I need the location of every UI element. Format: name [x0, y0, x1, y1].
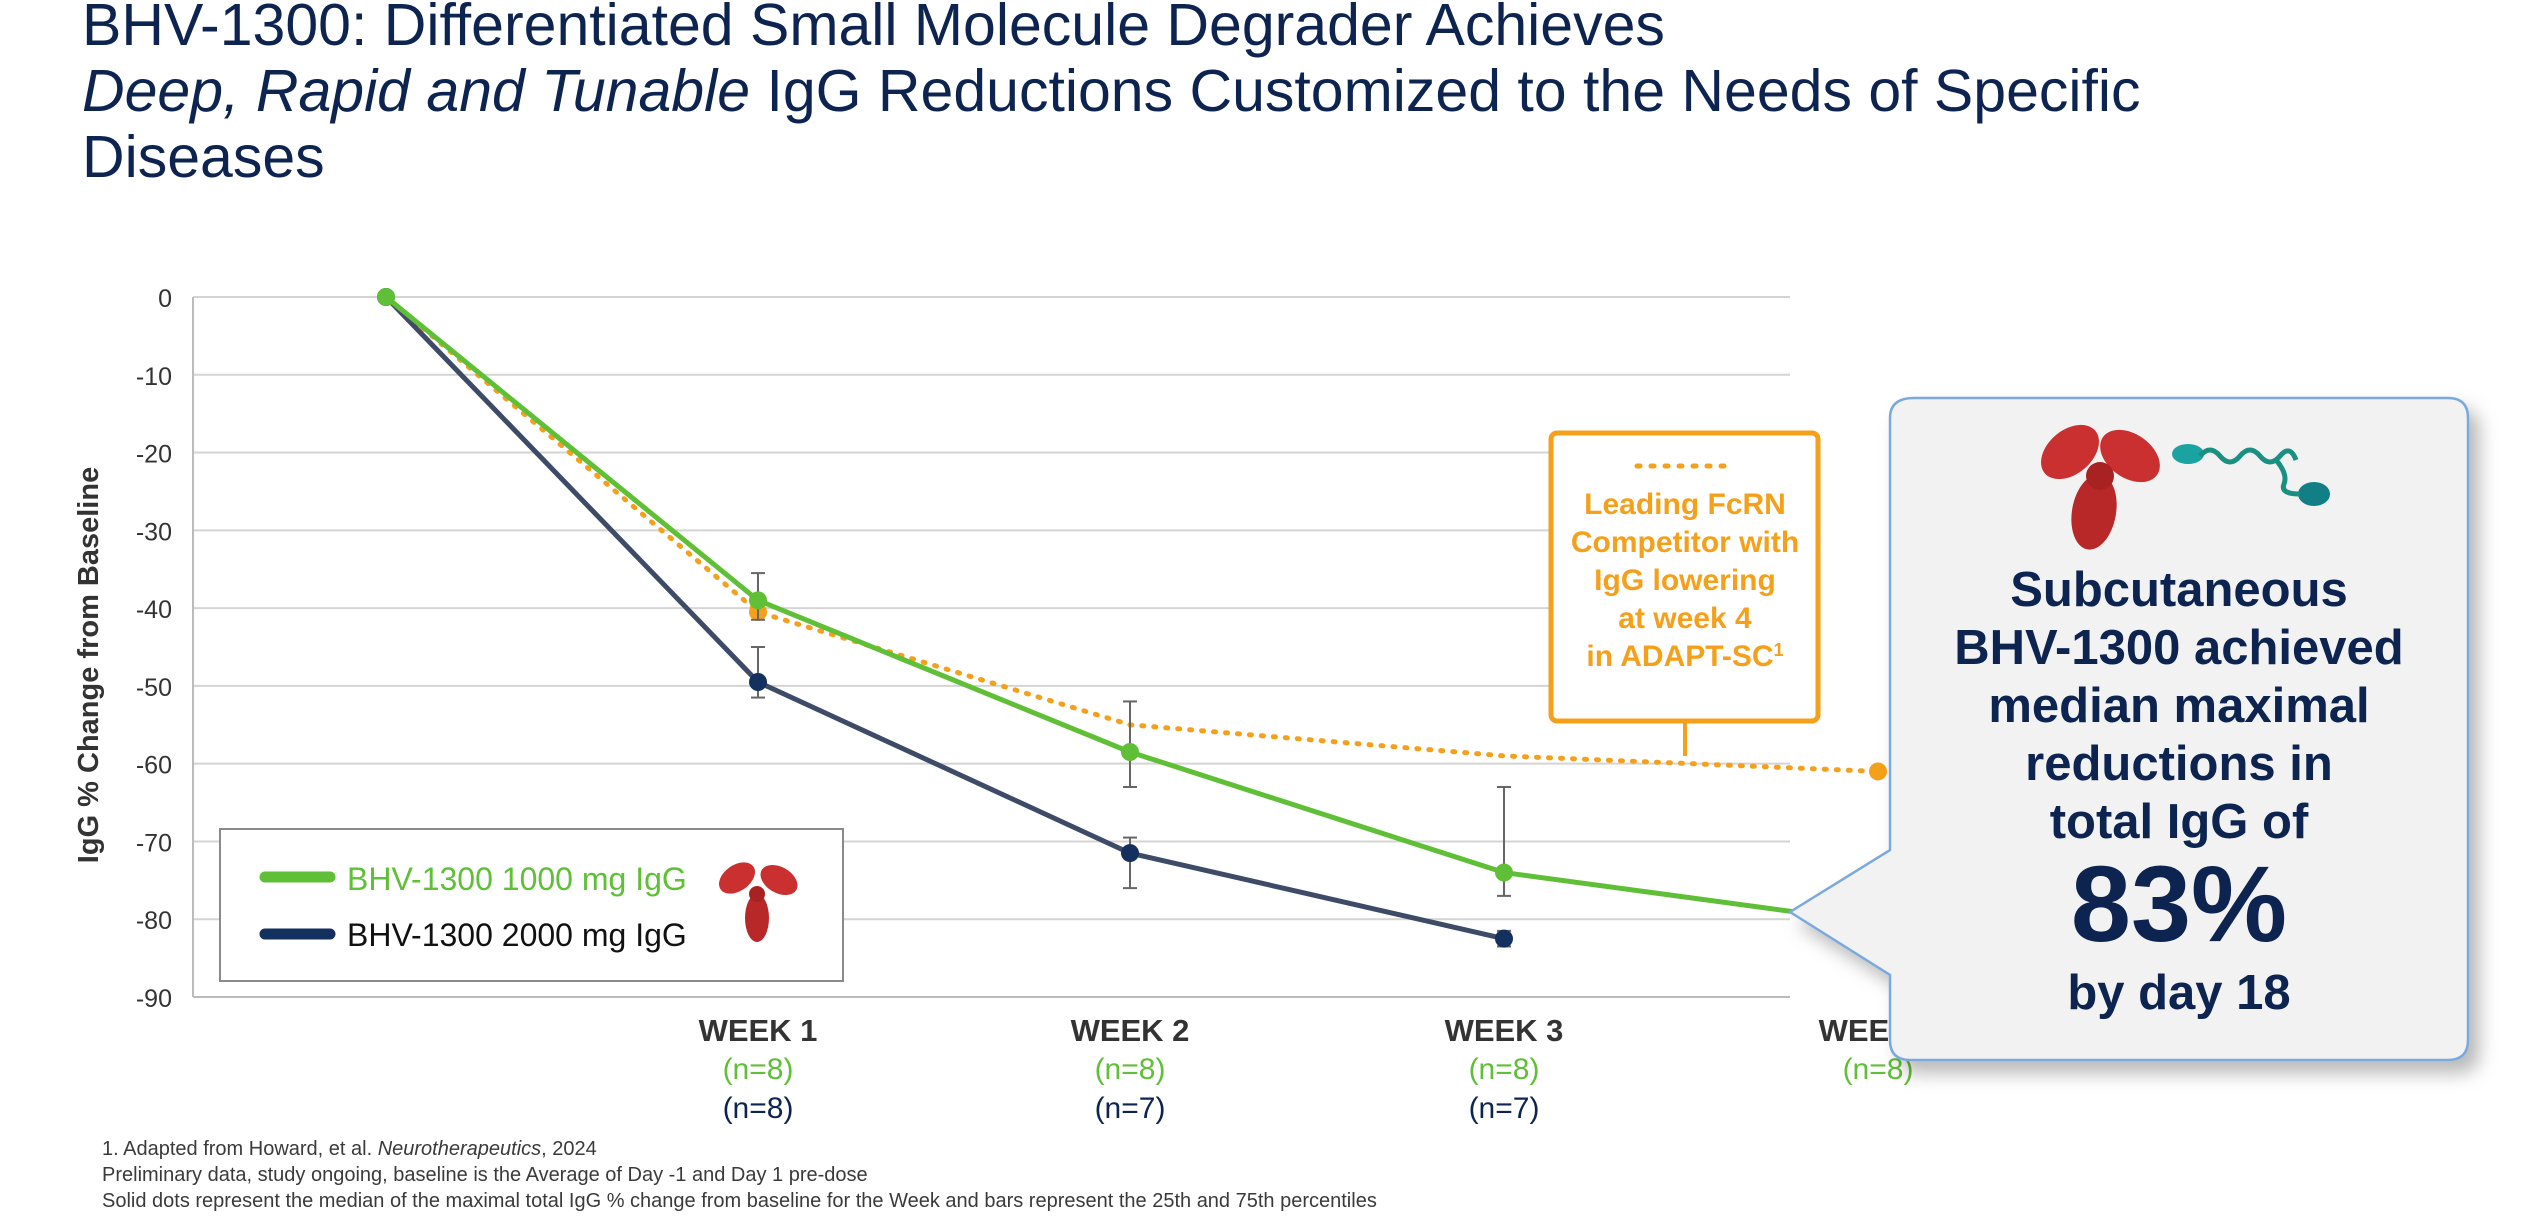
x-axis-labels: WEEK 1 (n=8) (n=8) WEEK 2 (n=8) (n=7) WEEK 3 (n…: [699, 1013, 1939, 1125]
y-tick-label: -20: [136, 441, 172, 469]
series-layer: [377, 288, 1887, 948]
callout-value: 83%: [2070, 843, 2288, 964]
series-line-2000mg: [383, 294, 1507, 942]
footnote-1-journal: Neurotherapeutics: [377, 1138, 542, 1160]
callout: Subcutaneous BHV-1300 achieved median ma…: [1890, 398, 2468, 1058]
title-line-1: BHV-1300: Differentiated Small Molecule …: [82, 0, 1665, 58]
annotation-line: Leading FcRN: [1584, 488, 1786, 521]
footnote-1-prefix: 1. Adapted from Howard, et al.: [102, 1138, 378, 1160]
y-tick-label: -40: [136, 596, 172, 624]
callout-line-1: Subcutaneous: [2010, 563, 2348, 617]
y-axis-label: IgG % Change from Baseline: [73, 467, 105, 863]
legend: BHV-1300 1000 mg IgG BHV-1300 2000 mg Ig…: [219, 828, 844, 982]
footnote-2: Preliminary data, study ongoing, baselin…: [102, 1164, 868, 1186]
y-tick-label: -30: [136, 518, 172, 546]
y-tick-label: -80: [136, 907, 172, 935]
callout-line-3: median maximal: [1988, 679, 2370, 733]
title-line-2-rest: IgG Reductions Customized to the Needs o…: [750, 58, 2141, 124]
callout-footer: by day 18: [2067, 966, 2291, 1020]
y-axis-ticks: 0 -10 -20 -30 -40 -50 -60 -70 -80 -90: [136, 285, 172, 1013]
antibody-icon: [718, 862, 798, 942]
data-point: [749, 591, 767, 610]
data-point: [1495, 929, 1513, 948]
callout-bubble: [1787, 396, 2470, 1062]
annotation-line: IgG lowering: [1594, 564, 1776, 597]
x-tick-label: WEEK 2: [1071, 1013, 1190, 1048]
n-label-2000mg: (n=7): [1095, 1092, 1166, 1125]
y-tick-label: -90: [136, 985, 172, 1013]
callout-line-2: BHV-1300 achieved: [1954, 621, 2404, 675]
annotation-superscript: 1: [1774, 640, 1784, 660]
callout-line-4: reductions in: [2025, 737, 2333, 791]
n-label-1000mg: (n=8): [1469, 1053, 1540, 1086]
n-label-1000mg: (n=8): [1095, 1053, 1166, 1086]
legend-label-1000mg: BHV-1300 1000 mg IgG: [347, 861, 687, 897]
y-tick-label: 0: [158, 285, 172, 313]
x-tick-label: WEEK 1: [699, 1013, 818, 1048]
title-emphasis: Deep, Rapid and Tunable: [82, 58, 751, 124]
data-point: [1495, 863, 1513, 882]
annotation-line: Competitor with: [1571, 526, 1799, 559]
antibody-degrader-icon: [2041, 424, 2330, 550]
callout-text: Subcutaneous BHV-1300 achieved median ma…: [1890, 561, 2468, 851]
y-tick-label: -10: [136, 363, 172, 391]
y-tick-label: -50: [136, 674, 172, 702]
x-tick-label: WEEK 3: [1445, 1013, 1564, 1048]
y-tick-label: -60: [136, 752, 172, 780]
legend-box: [219, 828, 844, 982]
n-label-2000mg: (n=8): [723, 1092, 794, 1125]
data-point: [1869, 762, 1887, 781]
title-line-2: Deep, Rapid and Tunable IgG Reductions C…: [82, 58, 2382, 124]
data-point: [1121, 844, 1139, 863]
annotation-line: in ADAPT-SC1: [1586, 640, 1783, 673]
data-point: [377, 288, 395, 306]
footnotes: 1. Adapted from Howard, et al. Neurother…: [102, 1136, 2402, 1214]
callout-line-5: total IgG of: [2049, 795, 2309, 849]
footnote-3: Solid dots represent the median of the m…: [102, 1190, 1377, 1212]
footnote-1: 1. Adapted from Howard, et al. Neurother…: [102, 1136, 2402, 1162]
data-point: [1121, 743, 1139, 761]
annotation-line: at week 4: [1618, 602, 1752, 635]
title-line-3: Diseases: [82, 124, 325, 190]
slide-title: BHV-1300: Differentiated Small Molecule …: [82, 0, 2382, 190]
legend-label-2000mg: BHV-1300 2000 mg IgG: [347, 917, 687, 953]
footnote-1-suffix: , 2024: [541, 1138, 597, 1160]
competitor-annotation: Leading FcRN Competitor with IgG lowering a…: [1548, 430, 1821, 756]
y-tick-label: -70: [136, 829, 172, 857]
data-point: [749, 673, 767, 691]
n-label-2000mg: (n=7): [1469, 1092, 1540, 1125]
gridlines: [192, 296, 1790, 998]
n-label-1000mg: (n=8): [723, 1053, 794, 1086]
